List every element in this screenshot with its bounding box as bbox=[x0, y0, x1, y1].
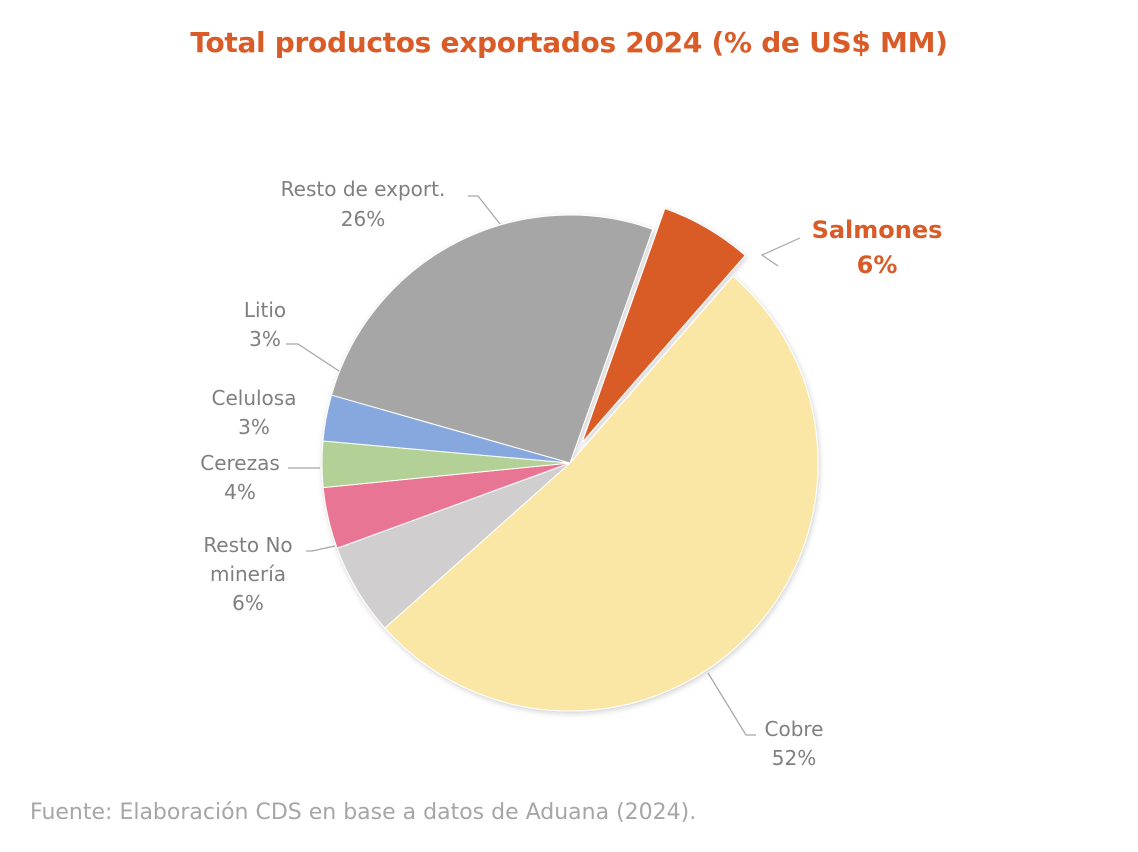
leader-line-salmones bbox=[760, 237, 801, 267]
slice-name-label-salmones: Salmones bbox=[812, 216, 943, 244]
pie-slice-resto-de-export bbox=[330, 214, 654, 464]
slice-value-label-salmones: 6% bbox=[857, 251, 898, 279]
slice-value-label-resto-de-export: 26% bbox=[341, 207, 385, 231]
slice-name-label-resto-de-export: Resto de export. bbox=[281, 177, 446, 201]
slice-value-label-celulosa: 3% bbox=[238, 415, 270, 439]
slice-name-label-resto-no-mineria-0: Resto No bbox=[203, 533, 292, 557]
pie-slices bbox=[321, 207, 819, 712]
leader-line-resto-no-mineria bbox=[306, 545, 336, 552]
slice-name-label-cerezas: Cerezas bbox=[200, 451, 280, 475]
slice-value-label-cobre: 52% bbox=[772, 746, 816, 770]
slice-value-label-resto-no-mineria: 6% bbox=[232, 591, 264, 615]
slice-value-label-litio: 3% bbox=[249, 327, 281, 351]
slice-value-label-cerezas: 4% bbox=[224, 480, 256, 504]
slice-name-label-litio: Litio bbox=[244, 298, 286, 322]
slice-name-label-resto-no-mineria-1: minería bbox=[210, 562, 286, 586]
leader-lines bbox=[286, 195, 801, 736]
pie-slice-cobre bbox=[384, 275, 819, 712]
pie-slice-salmones bbox=[581, 207, 746, 443]
leader-line-litio bbox=[286, 343, 340, 372]
leader-line-resto-de-export bbox=[468, 195, 501, 225]
chart-title: Total productos exportados 2024 (% de US… bbox=[190, 26, 948, 59]
slice-name-label-cobre: Cobre bbox=[765, 717, 824, 741]
slice-name-label-celulosa: Celulosa bbox=[212, 386, 297, 410]
source-note: Fuente: Elaboración CDS en base a datos … bbox=[30, 800, 697, 825]
leader-line-cobre bbox=[707, 672, 756, 736]
slice-labels: Salmones 6% Cobre 52% Resto No minería 6% Cerez… bbox=[200, 177, 942, 770]
